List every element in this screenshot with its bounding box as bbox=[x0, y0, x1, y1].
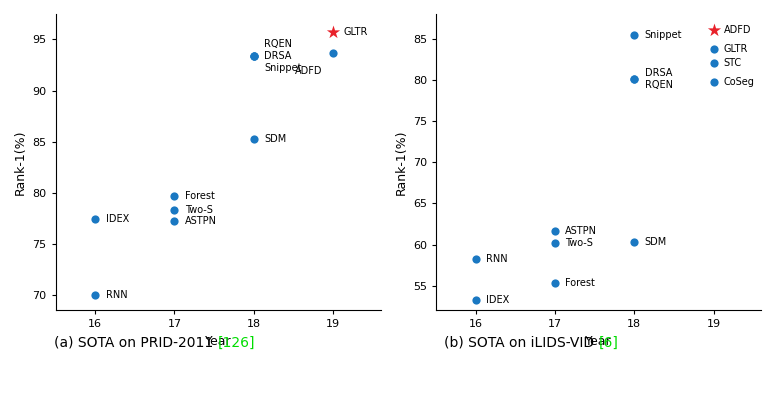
Point bbox=[89, 216, 102, 223]
Y-axis label: Rank-1(%): Rank-1(%) bbox=[394, 129, 408, 195]
Text: Two-S: Two-S bbox=[565, 238, 593, 248]
Point bbox=[470, 297, 482, 303]
Text: Snippet: Snippet bbox=[264, 63, 301, 73]
Text: IDEX: IDEX bbox=[105, 214, 129, 225]
Point bbox=[168, 193, 181, 199]
X-axis label: Year: Year bbox=[205, 335, 232, 348]
Text: GLTR: GLTR bbox=[343, 27, 367, 37]
Text: RNN: RNN bbox=[486, 253, 508, 264]
Point bbox=[247, 52, 260, 59]
Point bbox=[628, 32, 640, 39]
Text: Snippet: Snippet bbox=[645, 30, 682, 40]
Text: (a) SOTA on PRID-2011: (a) SOTA on PRID-2011 bbox=[54, 335, 218, 349]
Text: RNN: RNN bbox=[105, 290, 127, 300]
Point bbox=[89, 292, 102, 298]
Point bbox=[549, 280, 561, 287]
Text: DRSA: DRSA bbox=[645, 68, 672, 78]
Text: (b) SOTA on iLIDS-VID: (b) SOTA on iLIDS-VID bbox=[444, 335, 598, 349]
Point bbox=[708, 60, 720, 67]
Y-axis label: Rank-1(%): Rank-1(%) bbox=[14, 129, 27, 195]
Point bbox=[470, 255, 482, 262]
Point bbox=[549, 227, 561, 234]
Text: Forest: Forest bbox=[565, 278, 595, 288]
Text: RQEN: RQEN bbox=[645, 80, 673, 90]
Point bbox=[247, 135, 260, 142]
Text: CoSeg: CoSeg bbox=[724, 77, 755, 87]
Text: Two-S: Two-S bbox=[184, 205, 212, 215]
Text: SDM: SDM bbox=[264, 134, 286, 144]
Point bbox=[247, 52, 260, 59]
Point bbox=[327, 29, 339, 36]
Point bbox=[549, 240, 561, 246]
Text: ADFD: ADFD bbox=[295, 66, 322, 76]
Point bbox=[168, 218, 181, 225]
X-axis label: Year: Year bbox=[585, 335, 612, 348]
Text: GLTR: GLTR bbox=[724, 45, 748, 54]
Text: STC: STC bbox=[724, 58, 742, 68]
Point bbox=[628, 239, 640, 245]
Text: [126]: [126] bbox=[218, 335, 256, 349]
Point bbox=[628, 76, 640, 82]
Text: Forest: Forest bbox=[184, 191, 215, 201]
Text: DRSA: DRSA bbox=[264, 51, 291, 61]
Text: IDEX: IDEX bbox=[486, 295, 509, 305]
Point bbox=[708, 46, 720, 53]
Point bbox=[327, 50, 339, 56]
Point bbox=[247, 52, 260, 59]
Point bbox=[708, 27, 720, 34]
Point bbox=[708, 79, 720, 86]
Text: RQEN: RQEN bbox=[264, 39, 292, 49]
Text: SDM: SDM bbox=[645, 237, 666, 247]
Point bbox=[168, 207, 181, 213]
Text: [6]: [6] bbox=[598, 335, 618, 349]
Point bbox=[628, 76, 640, 82]
Text: ASTPN: ASTPN bbox=[184, 216, 217, 226]
Text: ADFD: ADFD bbox=[724, 25, 751, 35]
Text: ASTPN: ASTPN bbox=[565, 225, 598, 235]
